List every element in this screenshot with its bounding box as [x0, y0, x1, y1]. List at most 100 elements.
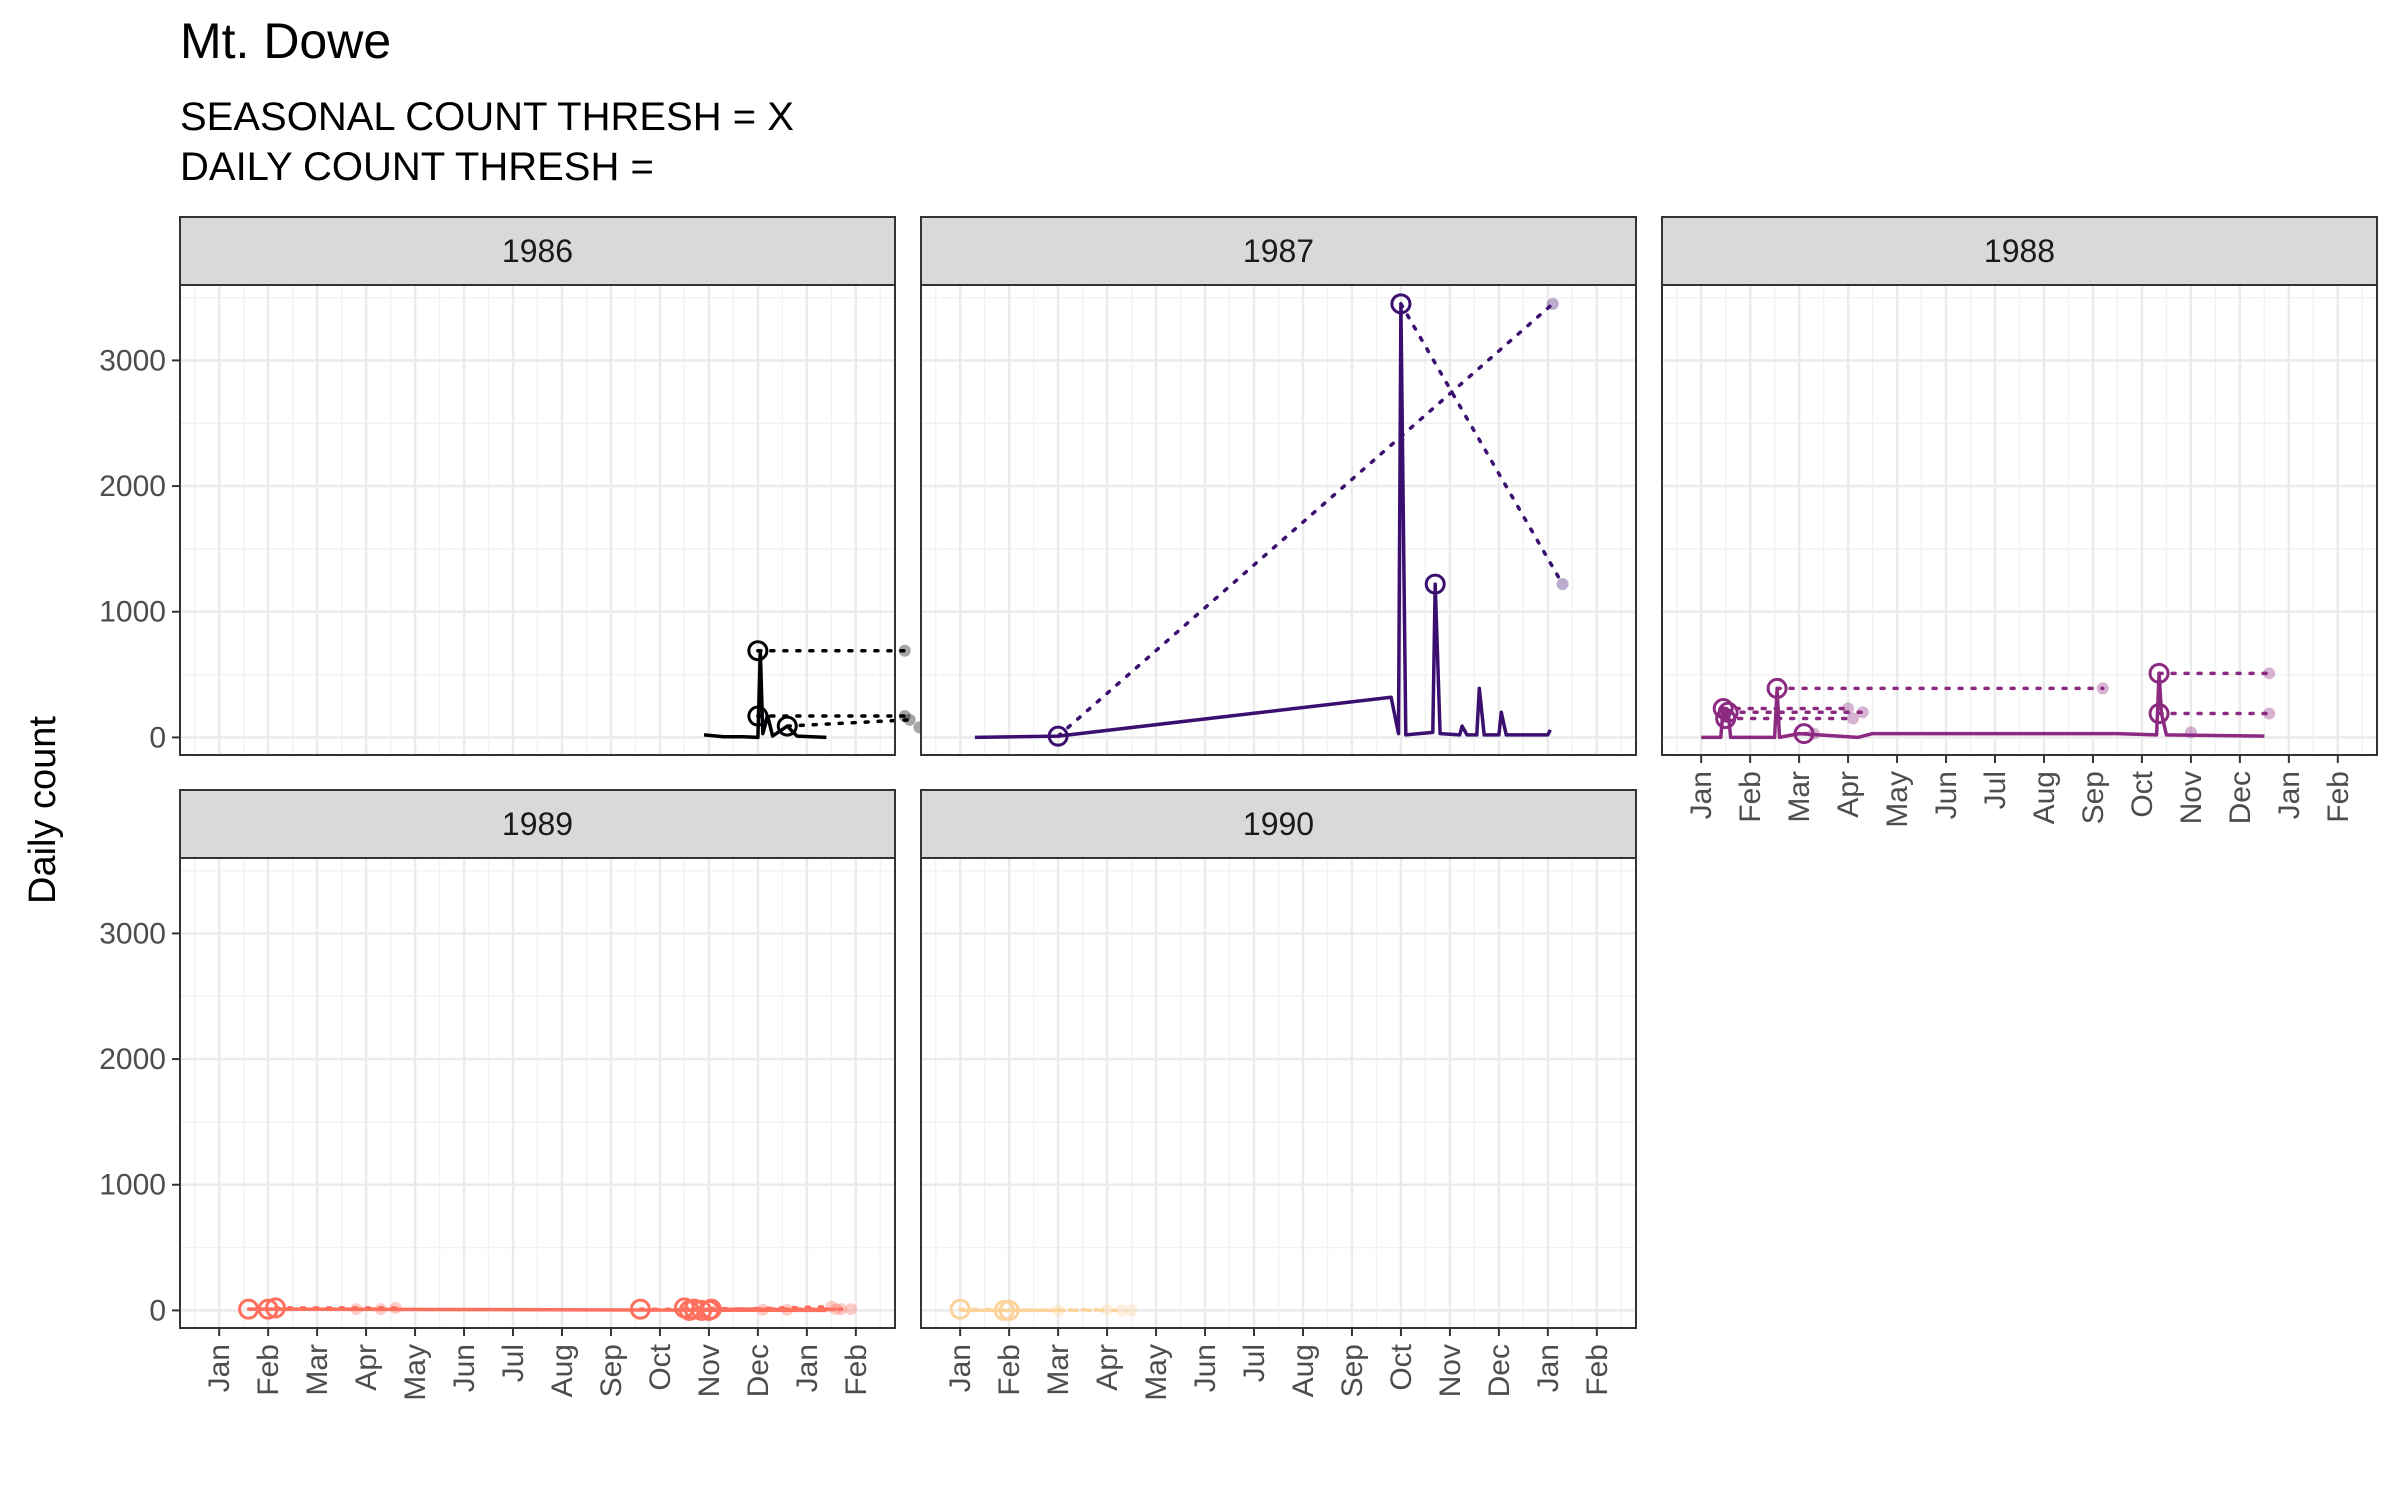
x-tick-label: Aug: [2028, 771, 2061, 824]
facet-strip-label: 1990: [1243, 806, 1314, 842]
peak-circle: [1712, 698, 1734, 720]
panel-border: [179, 857, 896, 1329]
connector-line: [1056, 302, 1555, 738]
peak-circle: [2148, 703, 2170, 725]
x-tick-label: Oct: [1385, 1343, 1418, 1390]
x-tick-label: Feb: [2322, 771, 2355, 823]
connector-line: [1399, 302, 1565, 586]
series-line: [703, 648, 827, 740]
x-tick-label: Sep: [595, 1344, 628, 1397]
series-line: [248, 1307, 827, 1313]
facet-strip-label: 1987: [1243, 233, 1314, 269]
x-tick-label: Feb: [993, 1344, 1026, 1396]
series-line: [974, 302, 1552, 740]
panel-border: [1661, 284, 2378, 756]
peak-circle: [691, 1299, 713, 1321]
seasonal-dot: [1846, 712, 1859, 725]
panel-border: [920, 857, 1637, 1329]
y-axis-title: Daily count: [22, 716, 64, 904]
x-tick-label: Jul: [497, 1344, 530, 1382]
peak-circle: [264, 1297, 286, 1319]
peak-circle: [629, 1298, 651, 1320]
seasonal-dot: [374, 1303, 387, 1316]
seasonal-dot: [1556, 578, 1569, 591]
seasonal-dot: [1842, 702, 1855, 715]
seasonal-dot: [1546, 297, 1559, 310]
x-tick-label: Nov: [2175, 771, 2208, 824]
x-tick-label: Mar: [1042, 1344, 1075, 1396]
x-tick-label: Aug: [546, 1344, 579, 1397]
seasonal-dot: [756, 1303, 769, 1316]
seasonal-dot: [350, 1303, 363, 1316]
seasonal-dot: [844, 1303, 857, 1316]
x-tick-label: Sep: [2077, 771, 2110, 824]
y-tick-label: 3000: [99, 917, 166, 950]
x-tick-label: Jul: [1979, 771, 2012, 809]
panel-border: [179, 284, 896, 756]
x-tick-label: Feb: [1734, 771, 1767, 823]
connector-line: [707, 1307, 853, 1313]
facet-strip: [1661, 216, 2378, 286]
chart-title: Mt. Dowe: [180, 13, 391, 69]
seasonal-dot: [835, 1303, 848, 1316]
connector-line: [687, 1304, 834, 1313]
x-tick-label: May: [399, 1344, 432, 1401]
x-tick-label: Mar: [301, 1344, 334, 1396]
peak-circle: [998, 1299, 1020, 1321]
x-tick-label: Jan: [2273, 771, 2306, 819]
peak-circle: [747, 705, 769, 727]
peak-circle: [1715, 708, 1737, 730]
x-tick-label: Oct: [644, 1343, 677, 1390]
facet-strip-label: 1989: [502, 806, 573, 842]
seasonal-dot: [1125, 1304, 1138, 1317]
seasonal-dot: [1101, 1303, 1114, 1316]
x-tick-label: Jun: [1930, 771, 1963, 819]
facet-1990: 1990 Jan Feb Mar Apr May Jun Jul Aug Sep Oct Nov Dec…: [920, 789, 1637, 1401]
seasonal-dot: [825, 1300, 838, 1313]
peak-circle: [1424, 573, 1446, 595]
peak-circle: [1390, 293, 1412, 315]
x-tick-label: May: [1140, 1344, 1173, 1401]
seasonal-dot: [1115, 1304, 1128, 1317]
seasonal-dot: [830, 1303, 843, 1316]
x-tick-label: May: [1881, 771, 1914, 828]
seasonal-dot: [2184, 726, 2197, 739]
facet-panels: 1986 0 1000 2000 3000 1987 1988 Jan Feb Mar Apr May…: [99, 216, 2378, 1401]
seasonal-dot: [2096, 682, 2109, 695]
x-tick-label: Jan: [1532, 1344, 1565, 1392]
x-tick-label: Jan: [1685, 771, 1718, 819]
y-tick-label: 1000: [99, 596, 166, 629]
peak-circle: [1793, 723, 1815, 745]
facet-strip-label: 1988: [1984, 233, 2055, 269]
x-tick-label: Jul: [1238, 1344, 1271, 1382]
x-tick-label: Nov: [1434, 1344, 1467, 1397]
seasonal-dot: [898, 710, 911, 723]
x-tick-label: Feb: [1581, 1344, 1614, 1396]
peak-circle: [747, 640, 769, 662]
facet-strip-label: 1986: [502, 233, 573, 269]
x-tick-label: Jun: [1189, 1344, 1222, 1392]
x-tick-label: Mar: [1783, 771, 1816, 823]
x-tick-label: Feb: [252, 1344, 285, 1396]
x-tick-label: Dec: [1483, 1344, 1516, 1397]
x-tick-label: Dec: [742, 1344, 775, 1397]
peak-circle: [776, 715, 798, 737]
seasonal-dot: [903, 713, 916, 726]
x-tick-label: Sep: [1336, 1344, 1369, 1397]
x-tick-label: Jan: [944, 1344, 977, 1392]
x-tick-label: Oct: [2126, 770, 2159, 817]
x-tick-label: Dec: [2224, 771, 2257, 824]
y-tick-label: 3000: [99, 344, 166, 377]
seasonal-dot: [2263, 667, 2276, 680]
y-tick-label: 0: [149, 1294, 166, 1327]
x-tick-label: Jun: [448, 1344, 481, 1392]
seasonal-dot: [1807, 727, 1820, 740]
y-tick-label: 0: [149, 721, 166, 754]
facet-1986: 1986 0 1000 2000 3000: [99, 216, 926, 756]
y-tick-label: 1000: [99, 1169, 166, 1202]
seasonal-dot: [389, 1301, 402, 1314]
x-tick-label: Nov: [693, 1344, 726, 1397]
y-tick-label: 2000: [99, 470, 166, 503]
